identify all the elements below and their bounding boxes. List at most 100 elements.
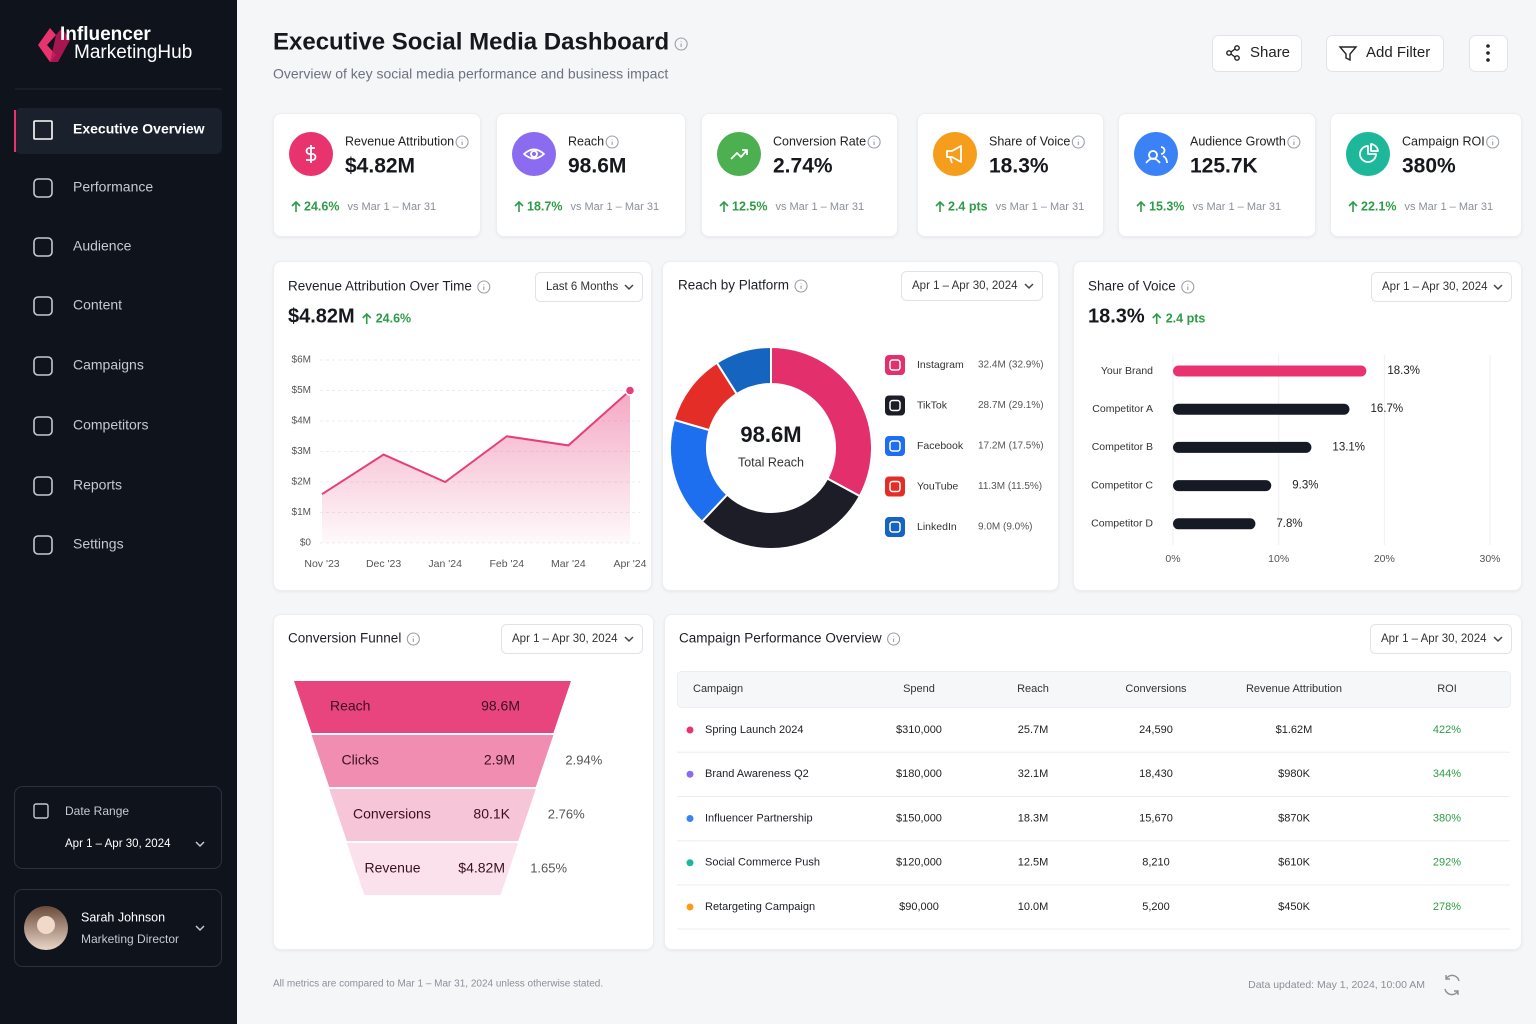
info-icon <box>455 135 469 149</box>
kpi-value: 125.7K <box>1190 155 1258 178</box>
nav-item[interactable]: Reports <box>73 477 122 493</box>
filter-label[interactable]: Apr 1 – Apr 30, 2024 <box>912 280 1018 292</box>
info-icon <box>406 632 420 646</box>
add-filter-label[interactable]: Add Filter <box>1366 44 1430 61</box>
table-cell: 10.0M <box>1018 901 1049 913</box>
nav-item[interactable]: Executive Overview <box>73 121 205 137</box>
kpi-icon <box>946 145 962 164</box>
panel-change: 2.4 pts <box>1166 311 1206 325</box>
date-filter[interactable] <box>501 624 643 654</box>
x-tick-label: Nov '23 <box>304 558 339 570</box>
nav-active-bg <box>15 108 222 154</box>
bar <box>1173 441 1312 453</box>
node <box>1226 50 1232 56</box>
table-cell: Retargeting Campaign <box>705 901 815 913</box>
date-filter[interactable] <box>535 272 643 302</box>
x-tick-label: Apr '24 <box>614 558 647 570</box>
info-icon <box>605 135 619 149</box>
bar <box>1173 365 1367 377</box>
kpi-icon <box>1359 143 1379 163</box>
brand: Influencer <box>60 24 151 45</box>
nav-item[interactable]: Campaigns <box>73 357 144 373</box>
stage-rate: 2.94% <box>565 752 602 767</box>
nav-icon <box>33 356 53 376</box>
donut-total-label: Total Reach <box>738 455 804 469</box>
table-cell: 380% <box>1433 812 1461 824</box>
legend-value: 28.7M (29.1%) <box>978 400 1044 411</box>
info-circle <box>1181 280 1195 294</box>
kpi-label: Audience Growth <box>1190 134 1286 148</box>
funnel-stage <box>329 789 536 841</box>
share-button[interactable] <box>1212 35 1302 72</box>
filter-label[interactable]: Apr 1 – Apr 30, 2024 <box>1382 281 1488 293</box>
x-tick-label: 20% <box>1374 553 1395 565</box>
share-label[interactable]: Share <box>1250 44 1290 61</box>
add-filter-button[interactable] <box>1326 35 1444 72</box>
kpi-label: Share of Voice <box>989 134 1070 148</box>
chevron <box>1493 284 1503 291</box>
nav-item[interactable]: Settings <box>73 536 124 552</box>
kpi-label: Campaign ROI <box>1402 134 1485 148</box>
nav-icon <box>33 120 53 140</box>
platform-icon <box>885 355 905 375</box>
kpi-value: 98.6M <box>568 155 626 178</box>
nav-item[interactable]: Competitors <box>73 417 148 433</box>
table-cell: $610K <box>1278 857 1310 869</box>
kpi-period: vs Mar 1 – Mar 31 <box>775 201 864 213</box>
info-icon <box>1287 135 1301 149</box>
date-filter[interactable] <box>1370 624 1512 654</box>
date-filter[interactable] <box>1371 272 1512 302</box>
date-filter[interactable] <box>901 271 1043 301</box>
panel-title: Revenue Attribution Over Time <box>288 279 472 294</box>
legend-label: YouTube <box>917 480 958 492</box>
y-tick-label: $0 <box>300 538 312 549</box>
x-tick-label: 0% <box>1165 553 1180 565</box>
user-box[interactable] <box>14 889 222 967</box>
panel-title: Share of Voice <box>1088 279 1176 294</box>
x-tick-label: Jan '24 <box>428 558 462 570</box>
stage-value: $4.82M <box>458 860 505 876</box>
up-arrow <box>514 200 524 212</box>
more-dot <box>1486 58 1490 62</box>
info-circle <box>887 632 901 646</box>
footer-note: All metrics are compared to Mar 1 – Mar … <box>273 979 603 990</box>
filter-label[interactable]: Last 6 Months <box>546 281 618 293</box>
table-cell: $450K <box>1278 901 1310 913</box>
sov-panel <box>1073 261 1522 591</box>
bar <box>1173 403 1350 415</box>
table-cell: 5,200 <box>1142 901 1170 913</box>
legend-value: 17.2M (17.5%) <box>978 441 1044 452</box>
refresh-icon[interactable] <box>1444 974 1460 996</box>
campaign-panel <box>664 614 1522 950</box>
user-role: Marketing Director <box>81 932 179 946</box>
nav-item[interactable]: Content <box>73 297 122 313</box>
line <box>321 389 631 496</box>
bar-label: Competitor B <box>1092 441 1153 453</box>
y-tick-label: $2M <box>292 477 311 488</box>
campaign-dot <box>686 903 694 911</box>
info-circle <box>1287 135 1301 149</box>
column-header: Reach <box>1017 683 1049 695</box>
info-circle <box>477 280 491 294</box>
column-header: Spend <box>903 683 935 695</box>
donut-total: 98.6M <box>740 422 801 447</box>
info-circle <box>455 135 469 149</box>
table-cell: 18,430 <box>1139 768 1173 780</box>
x-tick-label: Dec '23 <box>366 558 401 570</box>
table-cell: 18.3M <box>1018 812 1049 824</box>
table-cell: $90,000 <box>899 901 939 913</box>
info-circle <box>605 135 619 149</box>
info-icon <box>1181 280 1195 294</box>
date-range-box[interactable] <box>14 786 222 869</box>
filter-label[interactable]: Apr 1 – Apr 30, 2024 <box>1381 633 1487 645</box>
info-icon <box>477 280 491 294</box>
stage-rate: 2.76% <box>548 806 585 821</box>
bar-label: Competitor C <box>1091 479 1153 491</box>
filter-label[interactable]: Apr 1 – Apr 30, 2024 <box>512 633 618 645</box>
nav-item[interactable]: Audience <box>73 238 132 254</box>
up-arrow <box>1136 200 1146 212</box>
kpi-label: Conversion Rate <box>773 134 866 148</box>
x-tick-label: Mar '24 <box>551 558 586 570</box>
logo-accent <box>50 28 70 62</box>
nav-item[interactable]: Performance <box>73 179 153 195</box>
